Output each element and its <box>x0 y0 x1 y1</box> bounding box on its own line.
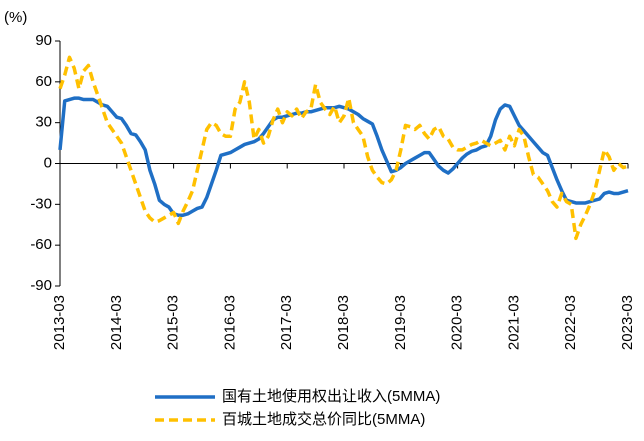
legend-label: 百城土地成交总价同比(5MMA) <box>222 410 425 428</box>
x-tick-label: 2018-03 <box>335 295 352 350</box>
x-tick-label: 2014-03 <box>108 295 125 350</box>
y-tick-label: -30 <box>30 195 52 212</box>
x-tick-label: 2020-03 <box>449 295 466 350</box>
x-tick-label: 2023-03 <box>619 295 636 350</box>
legend-label: 国有土地使用权出让收入(5MMA) <box>222 388 440 405</box>
x-tick-label: 2015-03 <box>165 295 182 350</box>
y-tick-label: 30 <box>35 114 52 131</box>
y-tick-label: 0 <box>44 154 52 171</box>
y-tick-label: -60 <box>30 236 52 253</box>
y-tick-label: 60 <box>35 73 52 90</box>
series-line <box>58 55 629 241</box>
x-tick-label: 2019-03 <box>392 295 409 350</box>
x-tick-label: 2013-03 <box>51 295 68 350</box>
series-line <box>58 96 629 217</box>
x-tick-label: 2017-03 <box>278 295 295 350</box>
y-tick-label: 90 <box>35 32 52 49</box>
x-tick-label: 2022-03 <box>562 295 579 350</box>
y-unit: (%) <box>4 9 27 26</box>
x-tick-label: 2016-03 <box>221 295 238 350</box>
x-tick-label: 2021-03 <box>505 295 522 350</box>
y-tick-label: -90 <box>30 277 52 294</box>
